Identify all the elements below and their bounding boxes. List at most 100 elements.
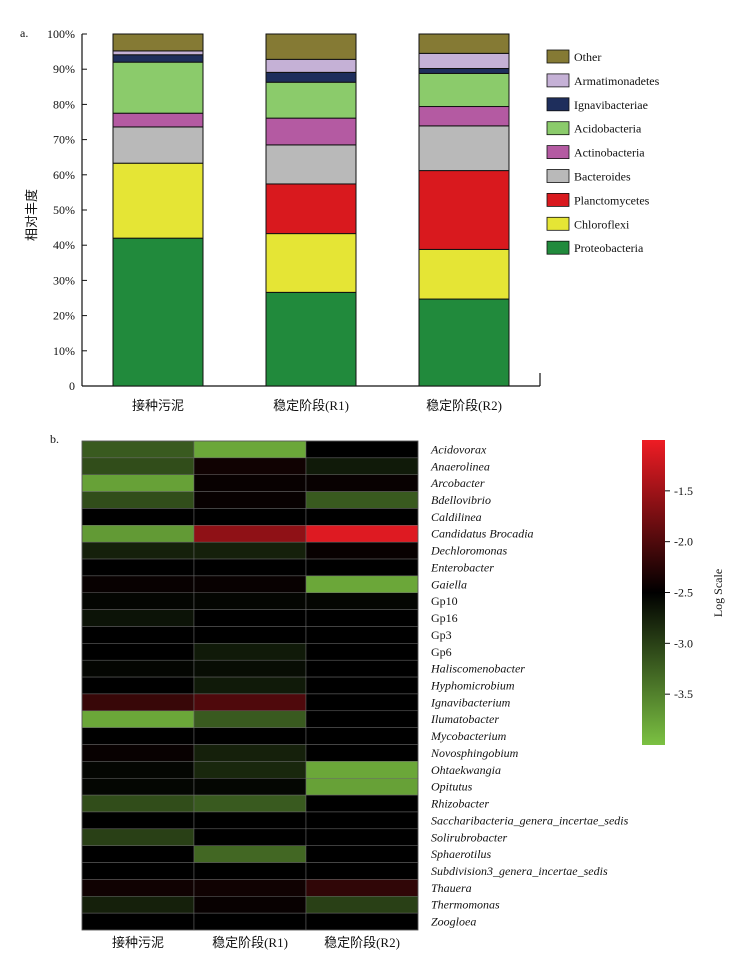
heatmap-cell — [193, 525, 307, 543]
heatmap-cell — [81, 744, 195, 762]
legend-label: Actinobacteria — [574, 146, 645, 160]
heatmap-row-label: Hyphomicrobium — [430, 679, 515, 693]
legend-label: Chloroflexi — [574, 217, 630, 231]
y-axis-label: 相对丰度 — [24, 189, 39, 241]
legend-label: Acidobacteria — [574, 122, 642, 136]
y-tick-label: 60% — [53, 168, 75, 182]
heatmap-cell — [305, 558, 419, 577]
heatmap-cell — [81, 659, 195, 678]
legend-label: Other — [574, 50, 601, 64]
heatmap-cell — [305, 626, 419, 644]
heatmap-row-label: Anaerolinea — [430, 459, 490, 473]
bar-segment-ignavibacteriae — [418, 67, 510, 74]
bar-segment-bacteroides — [265, 144, 357, 185]
y-tick-label: 90% — [53, 62, 75, 76]
colorbar-tick-label: -1.5 — [674, 484, 693, 498]
heatmap-row-label: Sphaerotilus — [431, 847, 492, 861]
heatmap-cell — [81, 440, 195, 459]
legend-swatch — [546, 97, 570, 112]
heatmap-cell — [81, 676, 195, 695]
heatmap-cell — [81, 609, 195, 627]
heatmap-cell — [81, 693, 195, 712]
heatmap-row-label: Thauera — [431, 881, 472, 895]
heatmap-row-label: Zoogloea — [431, 915, 476, 929]
heatmap-cell — [305, 811, 419, 830]
heatmap-cell — [305, 457, 419, 475]
x-category-label: 接种污泥 — [132, 398, 184, 413]
colorbar-tick-label: -3.0 — [674, 636, 693, 650]
legend: Other Armatimonadetes Ignavibacteriae Acido… — [546, 49, 660, 255]
heatmap-cell — [81, 896, 195, 914]
bar-segment-actinobacteria — [265, 117, 357, 146]
heatmap-cell — [193, 710, 307, 728]
legend-swatch — [546, 216, 570, 231]
legend-swatch — [546, 169, 570, 183]
bar-segment-acidobacteria — [112, 61, 204, 114]
heatmap-cell — [81, 862, 195, 880]
heatmap-cell — [81, 777, 195, 796]
bar-segment-acidobacteria — [418, 72, 510, 108]
heatmap-cell — [81, 643, 195, 661]
heatmap-cell — [193, 811, 307, 830]
legend-swatch — [546, 145, 570, 160]
y-tick-label: 0 — [69, 379, 75, 393]
bar-segment-other — [418, 33, 510, 54]
panel-b-label: b. — [50, 432, 59, 446]
y-tick-label: 10% — [53, 344, 75, 358]
heatmap-cell — [193, 541, 307, 560]
heatmap-cell — [193, 879, 307, 897]
heatmap-cell — [305, 508, 419, 526]
heatmap-cell — [193, 508, 307, 526]
x-category-label: 稳定阶段(R2) — [426, 398, 502, 413]
heatmap-cell — [305, 794, 419, 813]
heatmap-cell — [81, 457, 195, 475]
heatmap-cell — [193, 592, 307, 610]
y-tick-label: 20% — [53, 309, 75, 323]
heatmap-cell — [193, 744, 307, 762]
heatmap-cell — [305, 845, 419, 863]
heatmap-cell — [305, 761, 419, 779]
bar-segment-acidobacteria — [265, 81, 357, 119]
heatmap-cell — [193, 794, 307, 813]
heatmap-row-label: Bdellovibrio — [431, 493, 491, 507]
heatmap-cell — [193, 761, 307, 779]
heatmap-cell — [305, 575, 419, 594]
heatmap-row-label: Gaiella — [431, 577, 467, 591]
heatmap-row-label: Arcobacter — [430, 476, 485, 490]
heatmap-column-label: 稳定阶段(R1) — [212, 935, 288, 950]
bar-segment-armatimonadetes — [265, 58, 357, 73]
y-tick-label: 100% — [47, 27, 75, 41]
heatmap-cell — [305, 541, 419, 560]
heatmap-row-label: Mycobacterium — [430, 729, 507, 743]
bar-segment-ignavibacteriae — [265, 71, 357, 83]
heatmap-cell — [305, 777, 419, 796]
heatmap-cell — [305, 592, 419, 610]
heatmap-cell — [305, 744, 419, 762]
bar-segment-chloroflexi — [112, 162, 204, 239]
bar-segment-bacteroides — [418, 125, 510, 172]
heatmap-cell — [193, 845, 307, 863]
heatmap-row-label: Novosphingobium — [430, 746, 519, 760]
bar-segment-proteobacteria — [418, 298, 510, 387]
heatmap-row-label: Thermomonas — [431, 898, 500, 912]
legend-label: Armatimonadetes — [574, 74, 660, 88]
heatmap-cell — [193, 676, 307, 695]
heatmap-frame — [81, 440, 419, 931]
bar-segment-armatimonadetes — [418, 52, 510, 69]
colorbar: -1.5 -2.0 -2.5 -3.0 -3.5 Log Scale — [642, 440, 725, 745]
heatmap-cell — [305, 879, 419, 897]
bar-segment-bacteroides — [112, 126, 204, 164]
x-category-label: 稳定阶段(R1) — [273, 398, 349, 413]
heatmap — [81, 440, 419, 931]
bar-segment-proteobacteria — [112, 237, 204, 387]
heatmap-row-label: Saccharibacteria_genera_incertae_sedis — [431, 813, 629, 827]
colorbar-gradient — [642, 440, 665, 745]
bar-segment-chloroflexi — [265, 233, 357, 293]
heatmap-row-label: Candidatus Brocadia — [431, 527, 534, 541]
heatmap-cell — [81, 525, 195, 543]
legend-label: Planctomycetes — [574, 193, 650, 207]
heatmap-cell — [193, 558, 307, 577]
heatmap-cell — [193, 896, 307, 914]
heatmap-row-label: Ilumatobacter — [430, 712, 499, 726]
